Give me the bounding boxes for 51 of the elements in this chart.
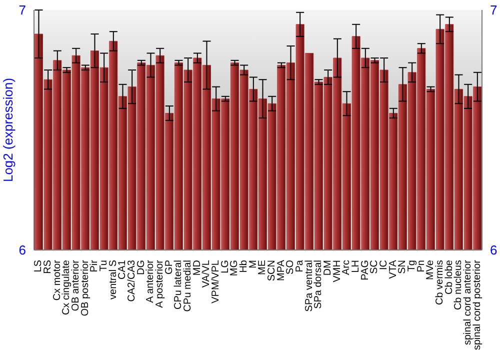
x-tick-label: DG bbox=[136, 260, 147, 275]
x-tick-label: DM bbox=[322, 260, 334, 276]
x-tick-label: Tu bbox=[98, 260, 110, 272]
x-tick-label: OB anterior bbox=[70, 259, 82, 312]
x-tick-label: spinal cord posterior bbox=[472, 259, 483, 350]
x-tick-label: GP bbox=[164, 260, 175, 274]
x-tick-label: Pa bbox=[294, 260, 306, 272]
x-tick-label: IC bbox=[378, 260, 390, 270]
x-tick-label: SPa dorsal bbox=[313, 260, 324, 309]
x-tick-label: VTA bbox=[388, 260, 399, 279]
x-tick-label: SO bbox=[285, 260, 296, 274]
x-tick-label: MD bbox=[192, 260, 203, 276]
x-tick-label: CPu lateral bbox=[173, 260, 184, 310]
x-tick-label: Cx cingulate bbox=[61, 260, 72, 316]
x-tick-label: RS bbox=[42, 260, 54, 274]
x-tick-label: SC bbox=[369, 260, 380, 274]
x-tick-label: ventral S bbox=[108, 260, 119, 300]
x-tick-label: Pir bbox=[89, 259, 100, 272]
x-tick-label: A posterior bbox=[154, 259, 166, 308]
x-tick-label: Cb vermis bbox=[434, 260, 446, 306]
x-tick-label: Cb nucleus bbox=[453, 260, 464, 310]
x-tick-label: PAG bbox=[360, 260, 371, 280]
x-tick-label: VMH bbox=[332, 260, 343, 282]
x-tick-label: Cx motor bbox=[52, 259, 63, 301]
x-tick-label: MVe bbox=[425, 260, 436, 280]
x-tick-label: CPu medial bbox=[182, 260, 194, 312]
x-tick-label: Cb lobe bbox=[444, 260, 455, 294]
x-tick-label: ME bbox=[257, 260, 268, 275]
x-tick-label: spinal cord anterior bbox=[462, 259, 474, 346]
x-tick-label: A anterior bbox=[145, 259, 156, 303]
x-tick-label: Tg bbox=[406, 260, 418, 272]
x-tick-label: M bbox=[248, 260, 259, 268]
x-tick-label: LS bbox=[33, 260, 44, 272]
x-tick-label: CA2/CA3 bbox=[126, 260, 138, 302]
x-tick-label: Pn bbox=[416, 260, 427, 272]
x-tick-label: SCN bbox=[266, 260, 278, 282]
x-tick-label: Hb bbox=[238, 260, 250, 273]
x-tick-label: MG bbox=[229, 260, 240, 276]
y2-tick-label: 6 bbox=[490, 242, 498, 258]
y2-tick-label: 7 bbox=[490, 2, 498, 18]
x-tick-label: LH bbox=[350, 260, 362, 273]
x-tick-label: OB posterior bbox=[80, 259, 91, 316]
x-tick-label: Arc bbox=[341, 260, 352, 275]
x-tick-label: VPM/VPL bbox=[210, 260, 222, 304]
x-tick-label: SPa ventral bbox=[304, 260, 315, 312]
x-tick-label: LG bbox=[220, 260, 231, 274]
x-tick-label: CA1 bbox=[117, 260, 128, 280]
y-axis-title: Log2 (expression) bbox=[0, 78, 16, 182]
x-tick-label: VA/VL bbox=[201, 260, 212, 288]
x-tick-label: SN bbox=[397, 260, 408, 274]
x-tick-label: MPA bbox=[276, 260, 287, 281]
